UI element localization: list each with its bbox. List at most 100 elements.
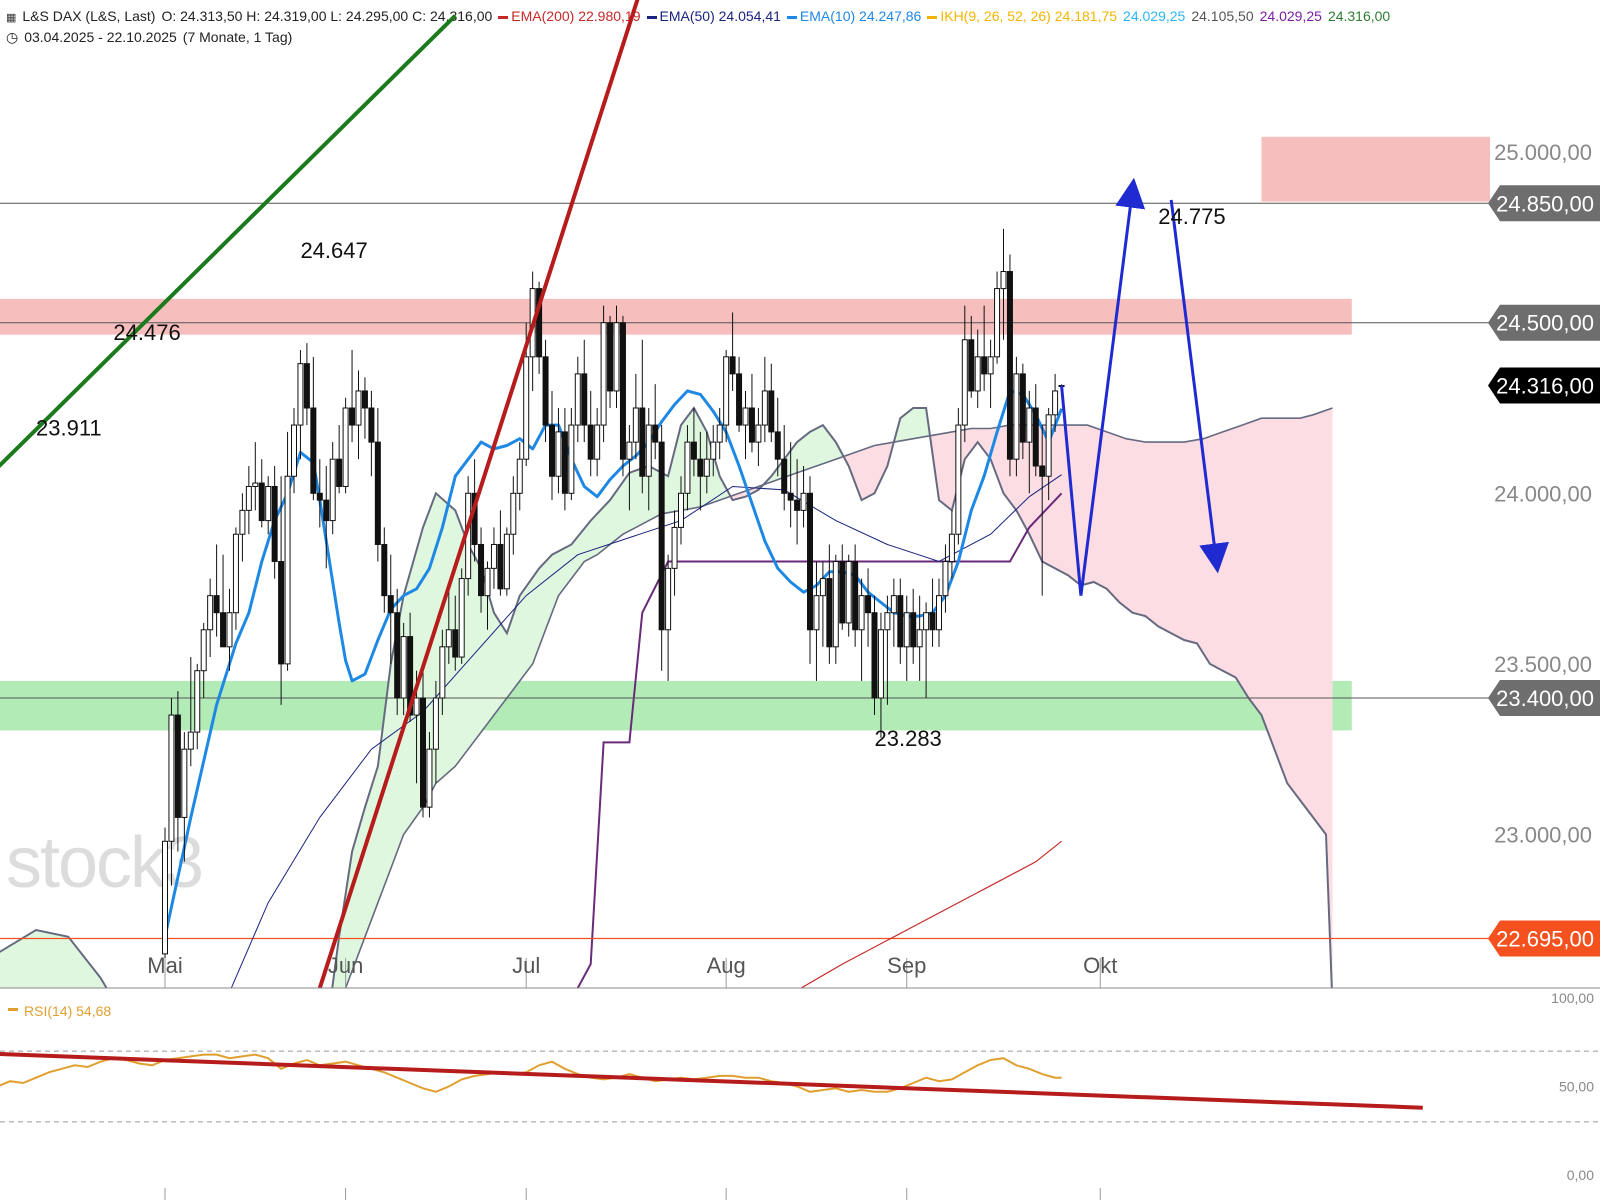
candle-58 bbox=[536, 281, 543, 374]
candle-body bbox=[181, 748, 188, 818]
candle-1 bbox=[168, 698, 175, 886]
candle-body bbox=[162, 840, 168, 955]
candle-14 bbox=[252, 442, 259, 511]
legend-ikh[interactable]: IKH(9, 26, 52, 26) 24.181,75 bbox=[927, 8, 1117, 24]
candle-130 bbox=[1000, 228, 1007, 340]
candle-body bbox=[342, 407, 349, 487]
candle-81 bbox=[684, 425, 691, 511]
candle-19 bbox=[284, 431, 291, 671]
projection-down-1 bbox=[1060, 385, 1083, 596]
candle-99 bbox=[800, 466, 807, 528]
candle-body bbox=[923, 612, 930, 631]
legend-ema200[interactable]: EMA(200) 22.980,19 bbox=[498, 8, 641, 24]
candle-body bbox=[207, 595, 214, 631]
green-trendline bbox=[0, 14, 457, 468]
candle-body bbox=[1032, 407, 1039, 467]
price-annotation: 24.647 bbox=[300, 238, 367, 263]
candle-120 bbox=[936, 578, 942, 647]
candle-body bbox=[349, 407, 356, 426]
price-badge-text: 23.400,00 bbox=[1496, 686, 1594, 711]
price-badge-shape bbox=[1488, 920, 1600, 957]
x-tick-label: Jul bbox=[512, 953, 540, 978]
candle-body bbox=[632, 407, 639, 443]
resistance-zone bbox=[0, 298, 1352, 335]
candle-50 bbox=[484, 561, 491, 630]
legend-ema50[interactable]: EMA(50) 24.054,41 bbox=[646, 8, 781, 24]
candle-84 bbox=[703, 431, 710, 494]
candle-body bbox=[819, 578, 826, 597]
candle-86 bbox=[716, 408, 723, 460]
ikh-value-3: 24.105,50 bbox=[1191, 8, 1254, 24]
candle-24 bbox=[316, 459, 323, 528]
candle-107 bbox=[852, 544, 859, 647]
candle-body bbox=[626, 441, 633, 460]
candle-body bbox=[549, 424, 555, 477]
candle-128 bbox=[987, 339, 994, 408]
candle-body bbox=[703, 458, 710, 477]
candle-body bbox=[800, 492, 807, 511]
ikh-kijun-line bbox=[576, 492, 1063, 988]
candle-body bbox=[452, 629, 459, 658]
price-badge-24316: 24.316,00 bbox=[1488, 367, 1600, 404]
candle-body bbox=[510, 492, 517, 535]
projection-down-2 bbox=[1169, 199, 1230, 574]
candle-76 bbox=[652, 384, 659, 460]
candle-59 bbox=[542, 339, 549, 443]
candle-body bbox=[845, 561, 852, 624]
candle-55 bbox=[516, 442, 523, 511]
legend-row-1: ▦ L&S DAX (L&S, Last) O: 24.313,50 H: 24.3… bbox=[6, 6, 1596, 27]
candle-51 bbox=[490, 527, 497, 589]
ema200-line bbox=[799, 840, 1062, 988]
candle-110 bbox=[871, 595, 878, 716]
candle-body bbox=[407, 636, 414, 716]
price-badge-23400: 23.400,00 bbox=[1488, 680, 1600, 716]
candle-body bbox=[1026, 407, 1033, 443]
candle-17 bbox=[271, 466, 278, 579]
candle-138 bbox=[1052, 373, 1059, 432]
candle-body bbox=[226, 612, 233, 648]
candle-129 bbox=[994, 271, 1001, 364]
candle-body bbox=[974, 356, 981, 392]
x-tick-label: Okt bbox=[1083, 953, 1117, 978]
price-badge-text: 24.500,00 bbox=[1496, 311, 1594, 336]
candle-body bbox=[574, 373, 581, 426]
candle-body bbox=[871, 612, 878, 699]
candle-body bbox=[613, 322, 620, 392]
candle-body bbox=[787, 492, 794, 501]
legend-ema10[interactable]: EMA(10) 24.247,86 bbox=[786, 8, 921, 24]
candle-body bbox=[755, 424, 762, 443]
candle-116 bbox=[910, 588, 917, 664]
date-range: 03.04.2025 - 22.10.2025 bbox=[24, 29, 177, 45]
candle-85 bbox=[710, 425, 717, 477]
candle-body bbox=[936, 595, 942, 631]
candle-36 bbox=[394, 588, 401, 716]
candle-61 bbox=[555, 408, 562, 494]
candle-body bbox=[658, 441, 665, 631]
candle-body bbox=[994, 288, 1001, 358]
candle-body bbox=[187, 731, 194, 750]
ema200-swatch-icon bbox=[498, 15, 509, 19]
candle-body bbox=[536, 288, 543, 358]
candle-46 bbox=[458, 568, 465, 664]
candle-body bbox=[252, 482, 259, 487]
candle-111 bbox=[877, 612, 884, 738]
candle-body bbox=[194, 670, 201, 733]
target-zone bbox=[1261, 136, 1490, 202]
candle-body bbox=[723, 356, 730, 426]
price-annotation: 24.476 bbox=[113, 320, 180, 345]
candle-21 bbox=[297, 350, 304, 460]
candle-body bbox=[420, 697, 426, 808]
candle-126 bbox=[974, 329, 981, 408]
support-zone bbox=[0, 680, 1352, 731]
candle-2 bbox=[174, 691, 181, 852]
candle-body bbox=[768, 390, 775, 433]
candle-101 bbox=[813, 561, 820, 681]
candle-body bbox=[278, 561, 285, 665]
projection-up bbox=[1079, 177, 1146, 596]
candle-body bbox=[890, 595, 897, 614]
price-badge-shape bbox=[1488, 304, 1600, 341]
candle-42 bbox=[432, 680, 439, 784]
candle-body bbox=[394, 612, 401, 699]
